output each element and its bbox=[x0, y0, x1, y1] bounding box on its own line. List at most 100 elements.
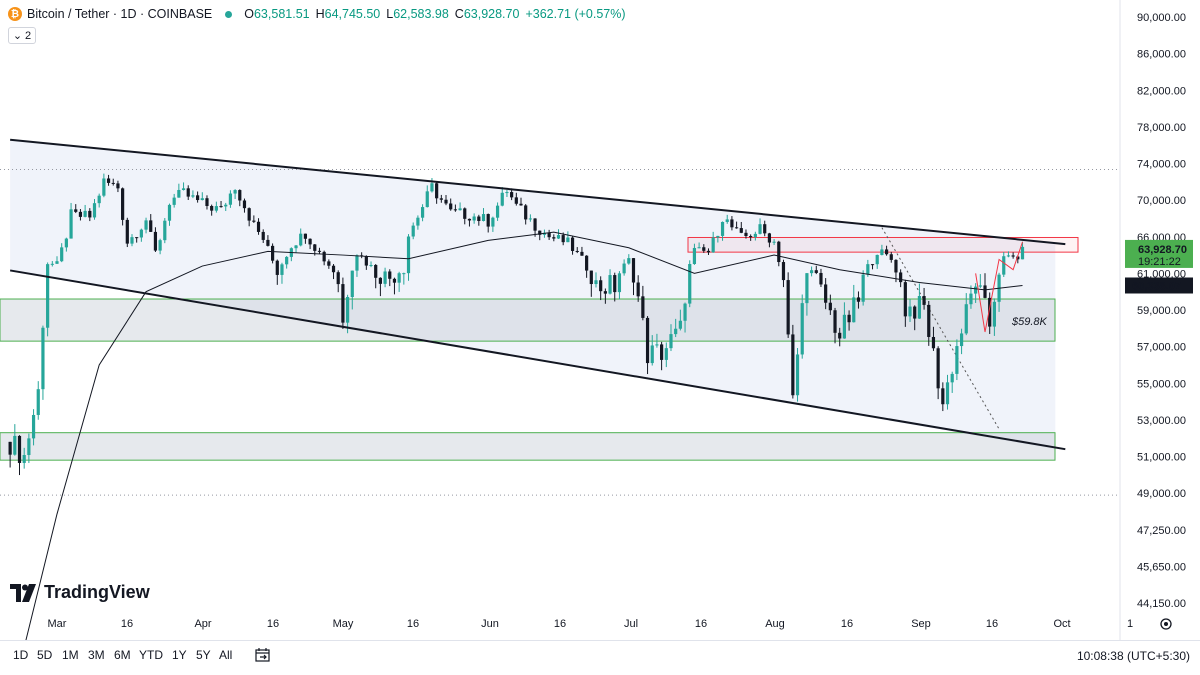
range-button-5d[interactable]: 5D bbox=[37, 648, 53, 662]
candle-body bbox=[875, 254, 879, 265]
support-zone-lower bbox=[0, 432, 1056, 461]
candle-body bbox=[795, 354, 800, 396]
channel-lower-line bbox=[9, 269, 1066, 451]
chart-header: ₿ Bitcoin / Tether · 1D · COINBASE O63,5… bbox=[0, 0, 1120, 48]
candle-body bbox=[767, 233, 772, 243]
y-tick-label: 61,000.00 bbox=[1137, 268, 1186, 280]
candle-body bbox=[983, 285, 987, 298]
bottom-toolbar: 1D 5D 1M 3M 6M YTD 1Y 5Y All 10:08:38 (UTC+5:30) bbox=[0, 640, 1200, 675]
x-tick-label: Aug bbox=[765, 618, 785, 630]
candle-body bbox=[167, 204, 172, 221]
candle-body bbox=[458, 208, 462, 211]
candle-body bbox=[702, 247, 706, 251]
indicator-toggle-button[interactable]: ⌄ 2 bbox=[8, 27, 36, 44]
candle-body bbox=[688, 264, 692, 304]
candle-body bbox=[547, 232, 551, 238]
candle-body bbox=[341, 284, 345, 323]
y-tick-label: 44,150.00 bbox=[1137, 598, 1186, 610]
candle-body bbox=[280, 264, 284, 275]
candle-body bbox=[369, 264, 373, 266]
y-tick-label: 70,000.00 bbox=[1137, 195, 1186, 207]
candle-body bbox=[331, 265, 336, 273]
candle-body bbox=[950, 373, 954, 383]
range-button-6m[interactable]: 6M bbox=[114, 648, 131, 662]
candle-body bbox=[955, 346, 959, 374]
date-range-icon[interactable] bbox=[254, 646, 272, 664]
candle-body bbox=[664, 348, 668, 360]
range-button-all[interactable]: All bbox=[219, 648, 233, 662]
clock[interactable]: 10:08:38 (UTC+5:30) bbox=[1076, 649, 1190, 663]
candle-body bbox=[716, 235, 720, 238]
price-chart[interactable]: $59.8K 90,000.00 86,000.00 82,000.00 78,000.… bbox=[0, 0, 1200, 640]
y-tick-label: 45,650.00 bbox=[1137, 561, 1186, 573]
candle-body bbox=[1002, 256, 1006, 275]
candle-body bbox=[111, 182, 115, 184]
candle-body bbox=[697, 247, 701, 249]
candle-body bbox=[800, 303, 804, 355]
candle-body bbox=[969, 293, 973, 305]
candle-body bbox=[181, 188, 186, 190]
candle-body bbox=[392, 278, 397, 283]
candle-body bbox=[936, 348, 940, 389]
ohlc-open: O63,581.51 bbox=[244, 7, 309, 21]
candle-body bbox=[608, 275, 612, 294]
candle-body bbox=[842, 314, 847, 339]
candle-body bbox=[678, 320, 682, 329]
last-price-tag bbox=[1125, 239, 1193, 268]
tradingview-logo-icon bbox=[10, 583, 36, 602]
candle-body bbox=[964, 304, 968, 334]
candle-body bbox=[519, 203, 523, 206]
candle-body bbox=[894, 259, 898, 273]
candle-body bbox=[777, 241, 781, 263]
candle-body bbox=[631, 258, 636, 283]
candle-body bbox=[495, 205, 500, 218]
candle-body bbox=[725, 219, 729, 222]
candle-body bbox=[74, 209, 78, 212]
candle-body bbox=[402, 273, 406, 275]
range-button-1m[interactable]: 1M bbox=[62, 648, 79, 662]
candle-body bbox=[149, 220, 153, 232]
x-tick-label: Jul bbox=[624, 618, 638, 630]
ohlc-close-value: 63,928.70 bbox=[463, 7, 520, 21]
candle-body bbox=[256, 221, 261, 232]
range-button-5y[interactable]: 5Y bbox=[196, 648, 211, 662]
candle-body bbox=[477, 216, 481, 222]
range-button-1d[interactable]: 1D bbox=[13, 648, 29, 662]
y-tick-label: 82,000.00 bbox=[1137, 85, 1186, 97]
x-tick-label: 16 bbox=[695, 618, 707, 630]
candle-body bbox=[720, 221, 725, 236]
candle-body bbox=[856, 297, 861, 302]
y-tick-label: 59,000.00 bbox=[1137, 305, 1186, 317]
candle-body bbox=[655, 344, 659, 346]
ohlc-high: H64,745.50 bbox=[316, 7, 381, 21]
symbol-title[interactable]: Bitcoin / Tether · 1D · COINBASE bbox=[27, 7, 213, 21]
candle-body bbox=[627, 258, 631, 264]
ohlc-high-key: H bbox=[315, 7, 325, 21]
range-button-ytd[interactable]: YTD bbox=[139, 648, 163, 662]
candle-body bbox=[589, 270, 593, 285]
candle-body bbox=[50, 263, 54, 265]
candle-body bbox=[144, 220, 148, 230]
candle-body bbox=[78, 211, 83, 217]
range-button-3m[interactable]: 3M bbox=[88, 648, 105, 662]
y-tick-label: 74,000.00 bbox=[1137, 159, 1186, 171]
candle-body bbox=[270, 245, 275, 261]
candle-body bbox=[603, 291, 607, 294]
candle-body bbox=[814, 270, 818, 273]
y-tick-label: 57,000.00 bbox=[1137, 342, 1186, 354]
candle-body bbox=[355, 255, 359, 271]
candle-body bbox=[135, 237, 139, 239]
candle-body bbox=[645, 317, 650, 364]
brand-name: TradingView bbox=[44, 582, 150, 602]
candle-body bbox=[617, 273, 622, 293]
range-button-1y[interactable]: 1Y bbox=[172, 648, 187, 662]
candle-body bbox=[847, 314, 851, 323]
ma-price-tag bbox=[1125, 277, 1193, 294]
candle-body bbox=[763, 224, 767, 234]
candle-body bbox=[383, 271, 387, 284]
settings-gear-icon[interactable] bbox=[1160, 618, 1172, 630]
candle-body bbox=[430, 183, 434, 192]
candle-body bbox=[683, 303, 687, 321]
zone-label: $59.8K bbox=[1011, 316, 1048, 328]
support-zone-upper bbox=[0, 298, 1056, 342]
